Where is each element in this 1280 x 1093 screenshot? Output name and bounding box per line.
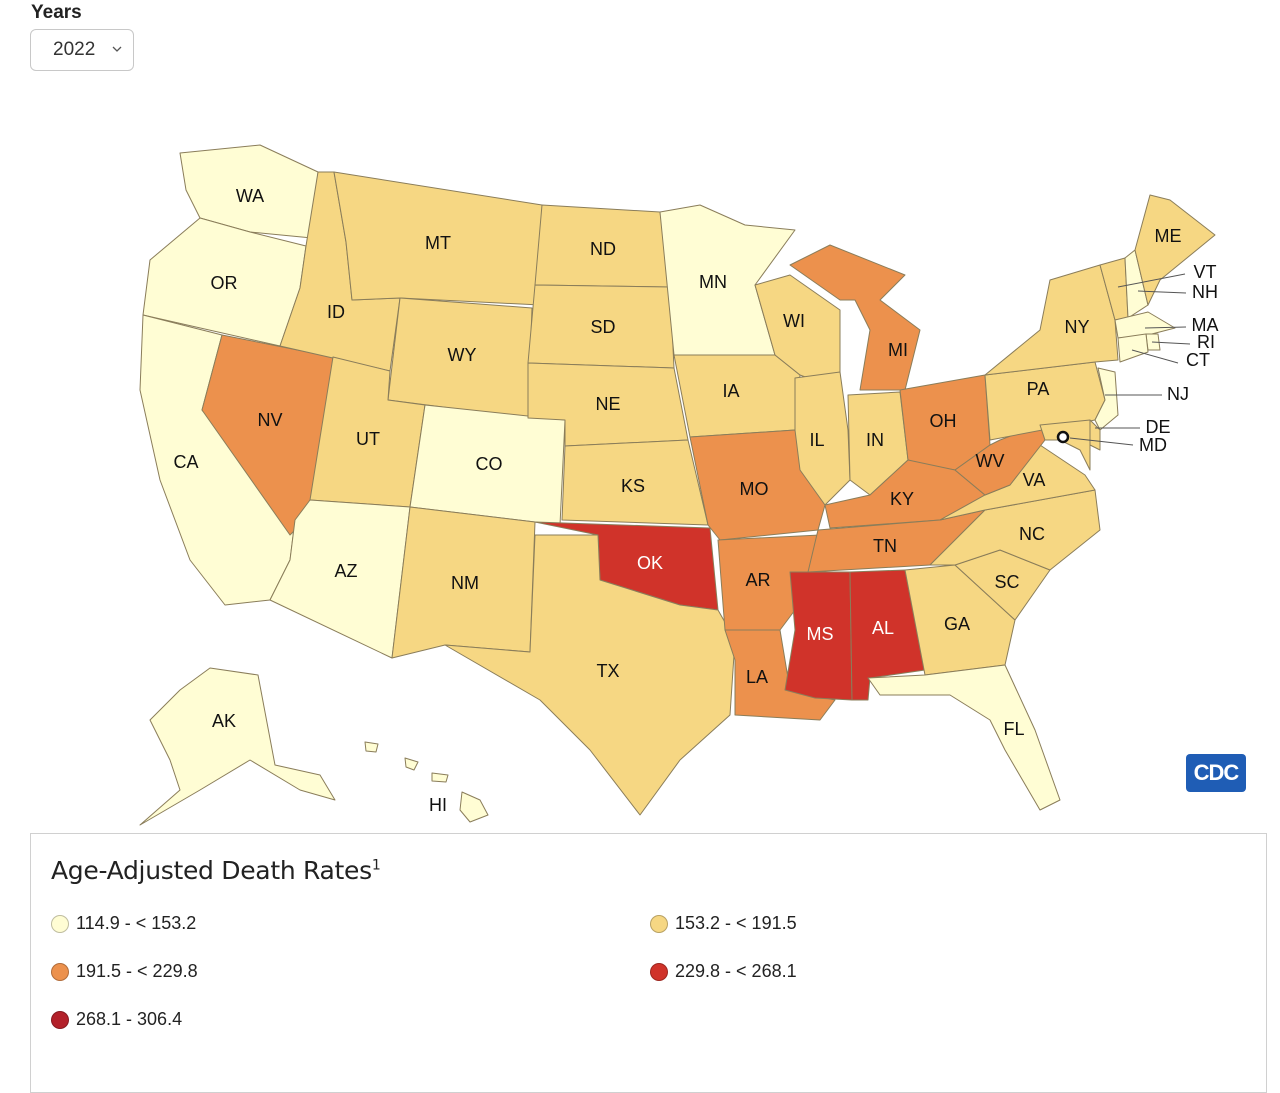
state-FL[interactable] — [867, 664, 1061, 811]
us-choropleth-map: WA OR CA NV ID MT WY UT AZ CO NM ND SD N… — [139, 144, 1219, 826]
state-MD[interactable] — [1039, 419, 1091, 471]
state-IL[interactable] — [794, 371, 851, 506]
state-ME[interactable] — [1134, 194, 1216, 306]
svg-text:MD: MD — [1139, 435, 1167, 455]
years-label: Years — [31, 2, 82, 23]
state-NY[interactable] — [984, 264, 1119, 376]
legend-title: Age-Adjusted Death Rates1 — [51, 856, 381, 885]
state-IA[interactable] — [673, 354, 801, 438]
year-select-value: 2022 — [53, 39, 96, 60]
state-MS[interactable] — [784, 571, 853, 701]
dc-marker[interactable] — [1056, 430, 1070, 444]
state-CT[interactable] — [1117, 333, 1149, 363]
state-MT[interactable] — [333, 171, 543, 306]
legend-item-label: 153.2 - < 191.5 — [675, 913, 797, 933]
state-AK[interactable] — [139, 667, 336, 826]
state-HI-islands — [431, 772, 449, 783]
legend-item: 153.2 - < 191.5 — [650, 913, 797, 934]
state-HI-islands — [404, 757, 419, 771]
state-KS[interactable] — [561, 439, 709, 526]
legend-item-label: 191.5 - < 229.8 — [76, 961, 198, 981]
legend-swatch-icon — [51, 1010, 69, 1029]
state-GA[interactable] — [904, 564, 1016, 676]
legend-item: 191.5 - < 229.8 — [51, 961, 198, 982]
state-CO[interactable] — [409, 404, 566, 526]
cdc-logo-text: CDC — [1193, 760, 1240, 785]
legend-item: 114.9 - < 153.2 — [51, 913, 196, 934]
legend-item: 268.1 - 306.4 — [51, 1009, 182, 1030]
state-LA[interactable] — [724, 629, 836, 721]
state-NM[interactable] — [391, 506, 536, 659]
legend-swatch-icon — [51, 914, 69, 933]
svg-text:CT: CT — [1186, 350, 1210, 370]
svg-text:MA: MA — [1192, 315, 1219, 335]
state-WA[interactable] — [179, 144, 319, 239]
legend-swatch-icon — [650, 914, 668, 933]
legend-item: 229.8 - < 268.1 — [650, 961, 797, 982]
legend-swatch-icon — [650, 962, 668, 981]
cdc-logo: CDC — [1186, 754, 1246, 792]
state-TX[interactable] — [444, 534, 736, 816]
svg-text:NJ: NJ — [1167, 384, 1189, 404]
legend-item-label: 268.1 - 306.4 — [76, 1009, 183, 1029]
state-HI-islands — [364, 741, 379, 753]
state-SD[interactable] — [527, 284, 675, 369]
legend-panel: Age-Adjusted Death Rates1 114.9 - < 153.… — [30, 833, 1267, 1093]
svg-text:NH: NH — [1192, 282, 1218, 302]
state-HI[interactable] — [459, 791, 489, 823]
footnote-marker: 1 — [371, 857, 381, 874]
svg-text:DE: DE — [1145, 417, 1170, 437]
legend-title-text: Age-Adjusted Death Rates — [51, 856, 372, 885]
svg-text:HI: HI — [429, 795, 447, 815]
year-select[interactable]: 2022 — [30, 29, 134, 71]
legend-item-label: 114.9 - < 153.2 — [76, 913, 197, 933]
state-MA[interactable] — [1114, 311, 1176, 339]
chevron-down-icon — [112, 46, 122, 52]
state-WY[interactable] — [387, 297, 533, 419]
legend-swatch-icon — [51, 962, 69, 981]
svg-text:VT: VT — [1193, 262, 1216, 282]
state-ND[interactable] — [534, 204, 671, 288]
legend-item-label: 229.8 - < 268.1 — [675, 961, 797, 981]
svg-text:RI: RI — [1197, 332, 1215, 352]
